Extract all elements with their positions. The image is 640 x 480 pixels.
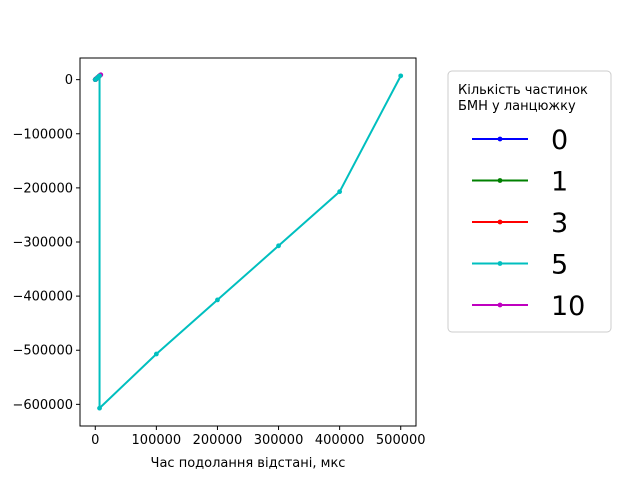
x-tick-label: 0 <box>91 433 99 448</box>
legend-swatch-marker <box>497 302 503 308</box>
x-tick-label: 100000 <box>132 433 182 448</box>
y-tick-label: −300000 <box>12 236 73 251</box>
x-tick-label: 500000 <box>376 433 426 448</box>
legend-swatch-marker <box>497 136 503 142</box>
legend-swatch-marker <box>497 219 503 225</box>
data-point-5 <box>97 73 102 79</box>
data-point-5 <box>215 297 220 303</box>
legend-entry-label: 5 <box>551 250 568 281</box>
x-tick-label: 300000 <box>254 433 304 448</box>
data-point-5 <box>97 405 102 411</box>
legend-box <box>447 70 612 333</box>
y-tick-label: 0 <box>65 73 73 88</box>
data-point-5 <box>153 351 159 357</box>
x-tick-label: 400000 <box>315 433 365 448</box>
legend-entry-label: 10 <box>551 291 585 322</box>
y-tick-label: −600000 <box>12 398 73 413</box>
legend-swatch-marker <box>497 261 503 266</box>
legend-title-line: БМН у ланцюжку <box>458 99 576 114</box>
x-axis-label: Час подолання відстані, мкс <box>151 456 346 471</box>
axis-ticks: 0 100000 200000 300000 400000 500000 0 −100000 −… <box>12 73 425 448</box>
series-layer <box>92 72 404 411</box>
legend-entry-label: 3 <box>551 208 568 239</box>
y-tick-label: −400000 <box>12 290 73 305</box>
data-point-5 <box>398 73 404 79</box>
data-point-5 <box>276 243 281 249</box>
legend-entry-label: 1 <box>551 167 568 198</box>
legend-title-line: Кількість частинок <box>458 83 588 98</box>
y-tick-label: −100000 <box>12 127 73 142</box>
legend-entry-label: 0 <box>551 125 568 156</box>
y-tick-label: −200000 <box>12 181 73 196</box>
x-tick-label: 200000 <box>193 433 243 448</box>
legend-swatch-marker <box>497 178 503 183</box>
y-tick-label: −500000 <box>12 344 73 359</box>
data-point-5 <box>337 189 343 195</box>
